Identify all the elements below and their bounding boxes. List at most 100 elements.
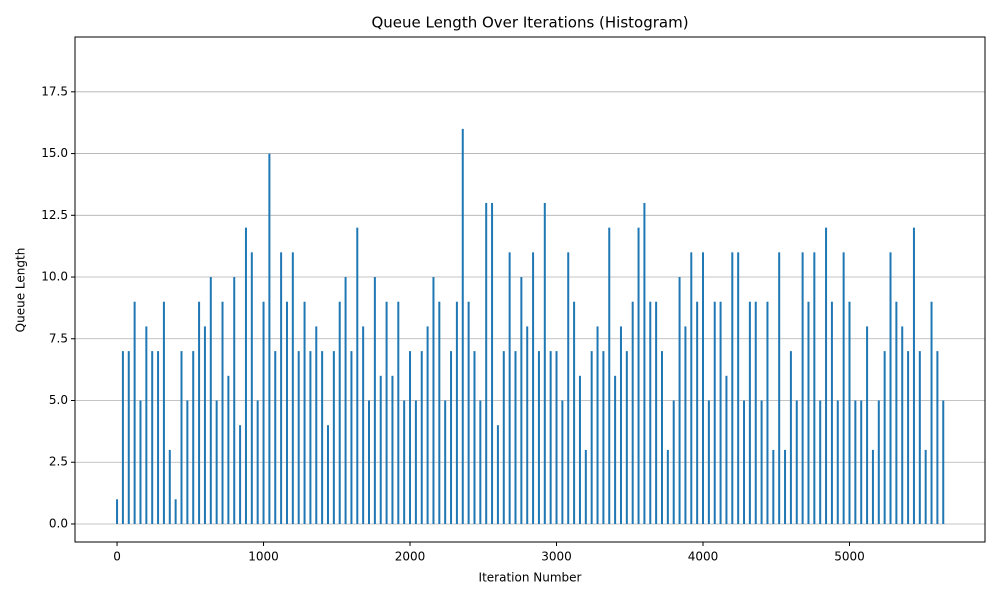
bar (280, 252, 283, 524)
bar (526, 326, 529, 524)
bar (461, 128, 464, 524)
bar (192, 351, 195, 524)
bar (338, 301, 341, 524)
bar (121, 351, 124, 524)
bar (907, 351, 910, 524)
bar (508, 252, 511, 524)
bar (198, 301, 201, 524)
bar (901, 326, 904, 524)
bar (912, 227, 915, 524)
bar (924, 449, 927, 524)
bar (748, 301, 751, 524)
bar (332, 351, 335, 524)
bar (719, 301, 722, 524)
bar (807, 301, 810, 524)
bar (625, 351, 628, 524)
bar (707, 400, 710, 524)
bar (479, 400, 482, 524)
bar (262, 301, 265, 524)
y-tick-label: 15.0 (41, 146, 68, 160)
bar (162, 301, 165, 524)
bar (186, 400, 189, 524)
bar (696, 301, 699, 524)
bar (344, 277, 347, 524)
bar (250, 252, 253, 524)
bar (256, 400, 259, 524)
x-tick-label: 4000 (688, 550, 719, 564)
bar (760, 400, 763, 524)
bar (578, 375, 581, 524)
bar (918, 351, 921, 524)
y-tick-label: 5.0 (49, 393, 68, 407)
bar (174, 499, 177, 524)
bar (221, 301, 224, 524)
bar (426, 326, 429, 524)
bar (268, 153, 271, 524)
bar (866, 326, 869, 524)
bar (496, 425, 499, 524)
bar (684, 326, 687, 524)
y-tick-label: 17.5 (41, 84, 68, 98)
bar (672, 400, 675, 524)
bar (819, 400, 822, 524)
bar (637, 227, 640, 524)
bar (877, 400, 880, 524)
bar (116, 499, 119, 524)
bar (930, 301, 933, 524)
bar (414, 400, 417, 524)
bar (584, 449, 587, 524)
bar (239, 425, 242, 524)
bar (502, 351, 505, 524)
bar (473, 351, 476, 524)
bar (801, 252, 804, 524)
bar (303, 301, 306, 524)
bar (362, 326, 365, 524)
bar (883, 351, 886, 524)
x-tick-label: 2000 (395, 550, 426, 564)
bar (813, 252, 816, 524)
bar (274, 351, 277, 524)
bar (309, 351, 312, 524)
bar (291, 252, 294, 524)
bar (666, 449, 669, 524)
bar (209, 277, 212, 524)
bar (315, 326, 318, 524)
bar (830, 301, 833, 524)
y-tick-label: 10.0 (41, 270, 68, 284)
bar (379, 375, 382, 524)
y-tick-label: 7.5 (49, 331, 68, 345)
bar (725, 375, 728, 524)
bar (602, 351, 605, 524)
bar (678, 277, 681, 524)
bar (397, 301, 400, 524)
x-tick-label: 1000 (248, 550, 279, 564)
bar (403, 400, 406, 524)
bar (514, 351, 517, 524)
bar (713, 301, 716, 524)
bar (649, 301, 652, 524)
bar (631, 301, 634, 524)
bar (168, 449, 171, 524)
bar (409, 351, 412, 524)
bar (368, 400, 371, 524)
bar (233, 277, 236, 524)
bar (391, 375, 394, 524)
bar (373, 277, 376, 524)
bar (244, 227, 247, 524)
bar (139, 400, 142, 524)
bar (614, 375, 617, 524)
bar (385, 301, 388, 524)
x-tick-label: 0 (113, 550, 121, 564)
bar (350, 351, 353, 524)
bar (854, 400, 857, 524)
x-tick-label: 5000 (834, 550, 865, 564)
bar (590, 351, 593, 524)
bar (285, 301, 288, 524)
bar (942, 400, 945, 524)
bar (356, 227, 359, 524)
bar (532, 252, 535, 524)
bar (491, 202, 494, 524)
bar (326, 425, 329, 524)
bar (889, 252, 892, 524)
